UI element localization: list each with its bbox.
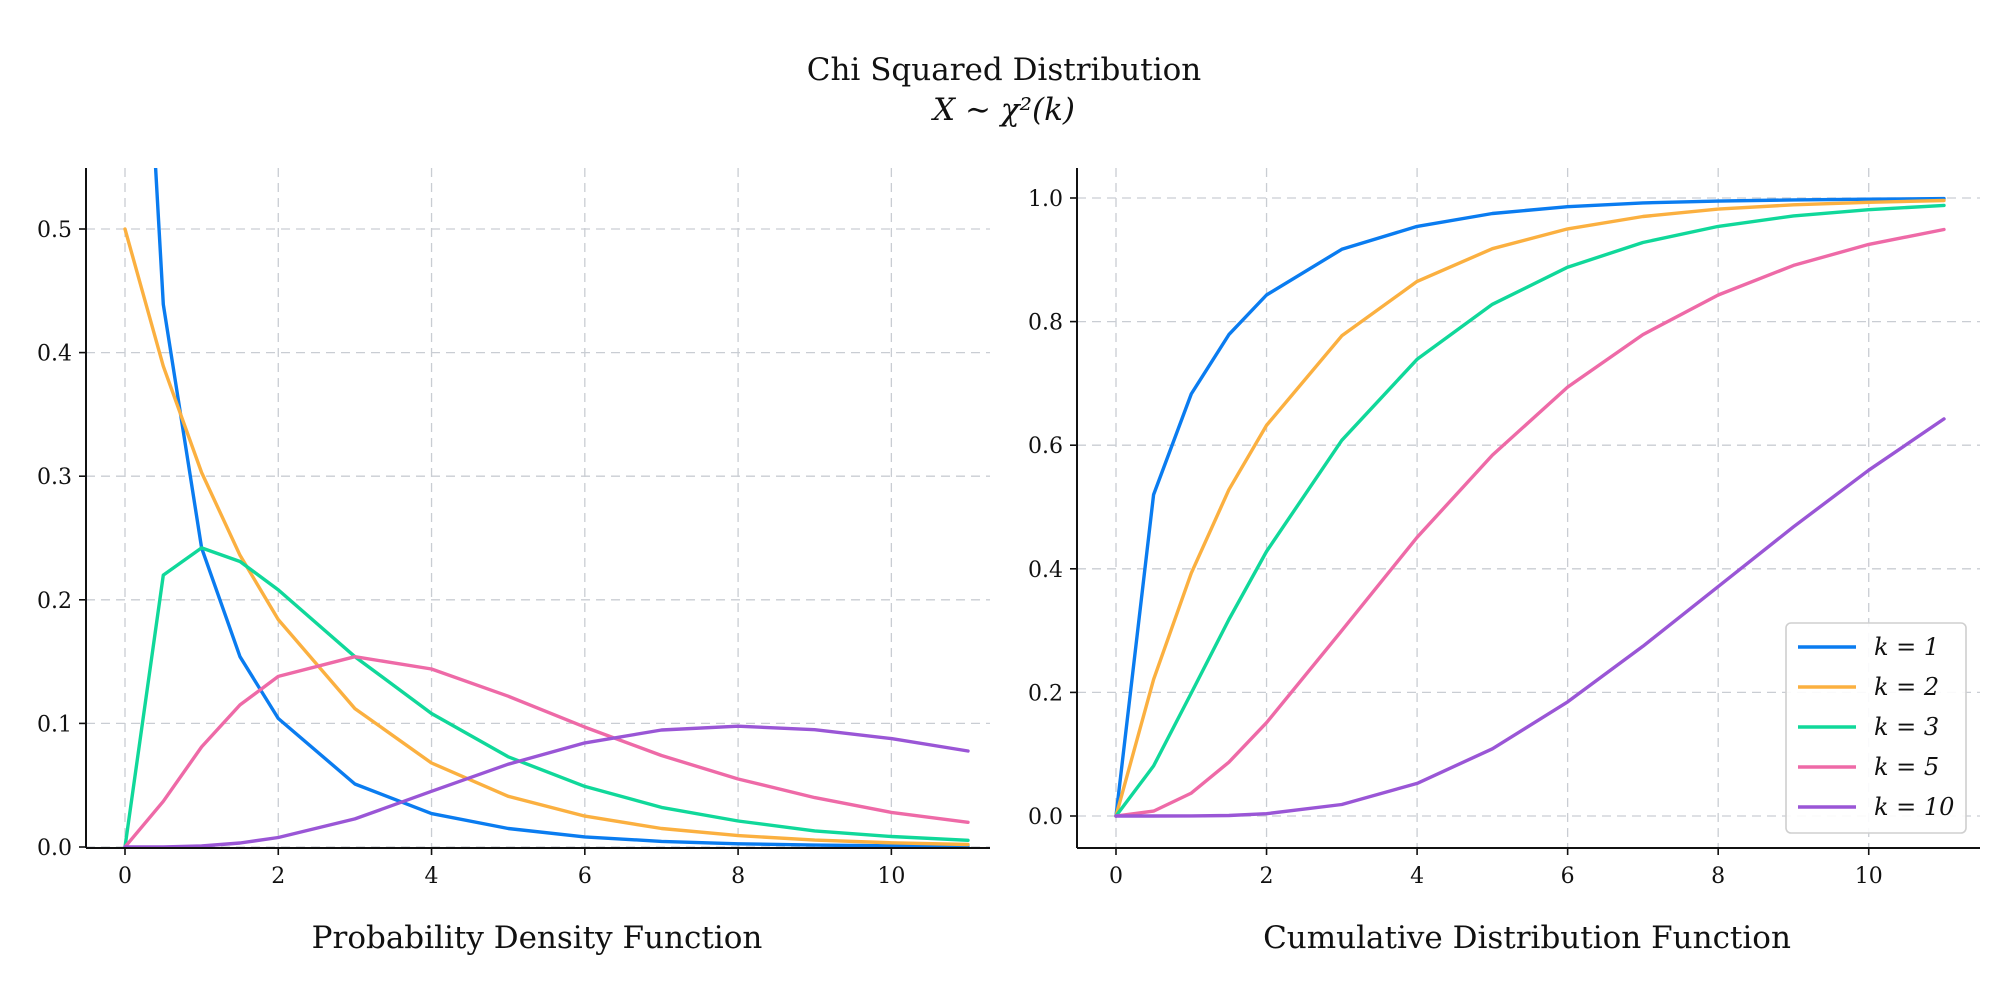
cdf-x-tick-label: 8 [1711, 864, 1725, 889]
pdf-y-tick-label: 0.3 [37, 465, 72, 490]
cdf-series-k5 [1114, 227, 1946, 818]
figure-subtitle: X ∼ χ²(k) [931, 92, 1075, 128]
pdf-series-k1 [153, 168, 970, 848]
cdf-series-group [1114, 196, 1946, 818]
cdf-series-k2 [1114, 198, 1946, 818]
cdf-x-tick-label: 2 [1260, 864, 1274, 889]
legend-label-k2: k = 2 [1874, 673, 1939, 701]
cdf-panel: 0 2 4 6 8 10 0.0 0.2 0.4 0.6 0.8 1.0 Cumulative Dis… [1028, 168, 1980, 956]
legend-label-k10: k = 10 [1874, 793, 1954, 821]
cdf-series-k10 [1114, 417, 1946, 818]
cdf-y-tick-label: 0.8 [1028, 311, 1063, 336]
cdf-y-tick-label: 0.2 [1028, 681, 1063, 706]
cdf-y-tick-label: 0.6 [1028, 434, 1063, 459]
pdf-x-tick-label: 0 [118, 864, 132, 889]
legend-entry-k2: k = 2 [1798, 673, 1939, 701]
pdf-panel-title: Probability Density Function [312, 920, 763, 956]
cdf-y-tick-label: 0.0 [1028, 805, 1063, 830]
pdf-y-tick-label: 0.4 [37, 342, 72, 367]
pdf-x-tick-label: 10 [877, 864, 905, 889]
legend-entry-k1: k = 1 [1798, 633, 1939, 661]
cdf-y-tick-label: 1.0 [1028, 187, 1063, 212]
cdf-x-tick-label: 6 [1561, 864, 1575, 889]
legend-frame [1785, 622, 1967, 834]
pdf-x-tick-label: 8 [731, 864, 745, 889]
pdf-x-tick-label: 2 [271, 864, 285, 889]
cdf-x-tick-label: 4 [1410, 864, 1424, 889]
pdf-y-tick-label: 0.0 [37, 836, 72, 861]
figure-title: Chi Squared Distribution [807, 52, 1202, 88]
cdf-series-k1 [1114, 196, 1946, 818]
pdf-x-tick-label: 4 [425, 864, 439, 889]
cdf-series-k3 [1114, 203, 1946, 818]
pdf-y-tick-label: 0.2 [37, 589, 72, 614]
legend: k = 1 k = 2 k = 3 k = 5 k = 10 [1785, 622, 1967, 834]
pdf-grid [86, 168, 990, 848]
cdf-x-tick-label: 0 [1109, 864, 1123, 889]
pdf-series-k3 [123, 546, 970, 848]
cdf-panel-title: Cumulative Distribution Function [1263, 920, 1791, 956]
pdf-panel: 0 2 4 6 8 10 0.0 0.1 0.2 0.3 0.4 0.5 Probability De… [37, 168, 990, 956]
pdf-axes: 0 2 4 6 8 10 0.0 0.1 0.2 0.3 0.4 0.5 [37, 168, 990, 889]
cdf-x-tick-label: 10 [1855, 864, 1883, 889]
cdf-axes: 0 2 4 6 8 10 0.0 0.2 0.4 0.6 0.8 1.0 [1028, 168, 1980, 889]
pdf-series-k5 [123, 655, 970, 848]
legend-label-k3: k = 3 [1874, 713, 1939, 741]
cdf-y-tick-label: 0.4 [1028, 558, 1063, 583]
pdf-series-k10 [123, 724, 970, 848]
legend-label-k5: k = 5 [1874, 753, 1939, 781]
pdf-y-tick-label: 0.5 [37, 218, 72, 243]
pdf-x-tick-label: 6 [578, 864, 592, 889]
legend-entry-k3: k = 3 [1798, 713, 1939, 741]
pdf-y-tick-label: 0.1 [37, 712, 72, 737]
pdf-series-group [123, 168, 970, 848]
pdf-series-k2 [123, 227, 970, 847]
legend-entry-k10: k = 10 [1798, 793, 1954, 821]
legend-entry-k5: k = 5 [1798, 753, 1939, 781]
legend-label-k1: k = 1 [1874, 633, 1939, 661]
